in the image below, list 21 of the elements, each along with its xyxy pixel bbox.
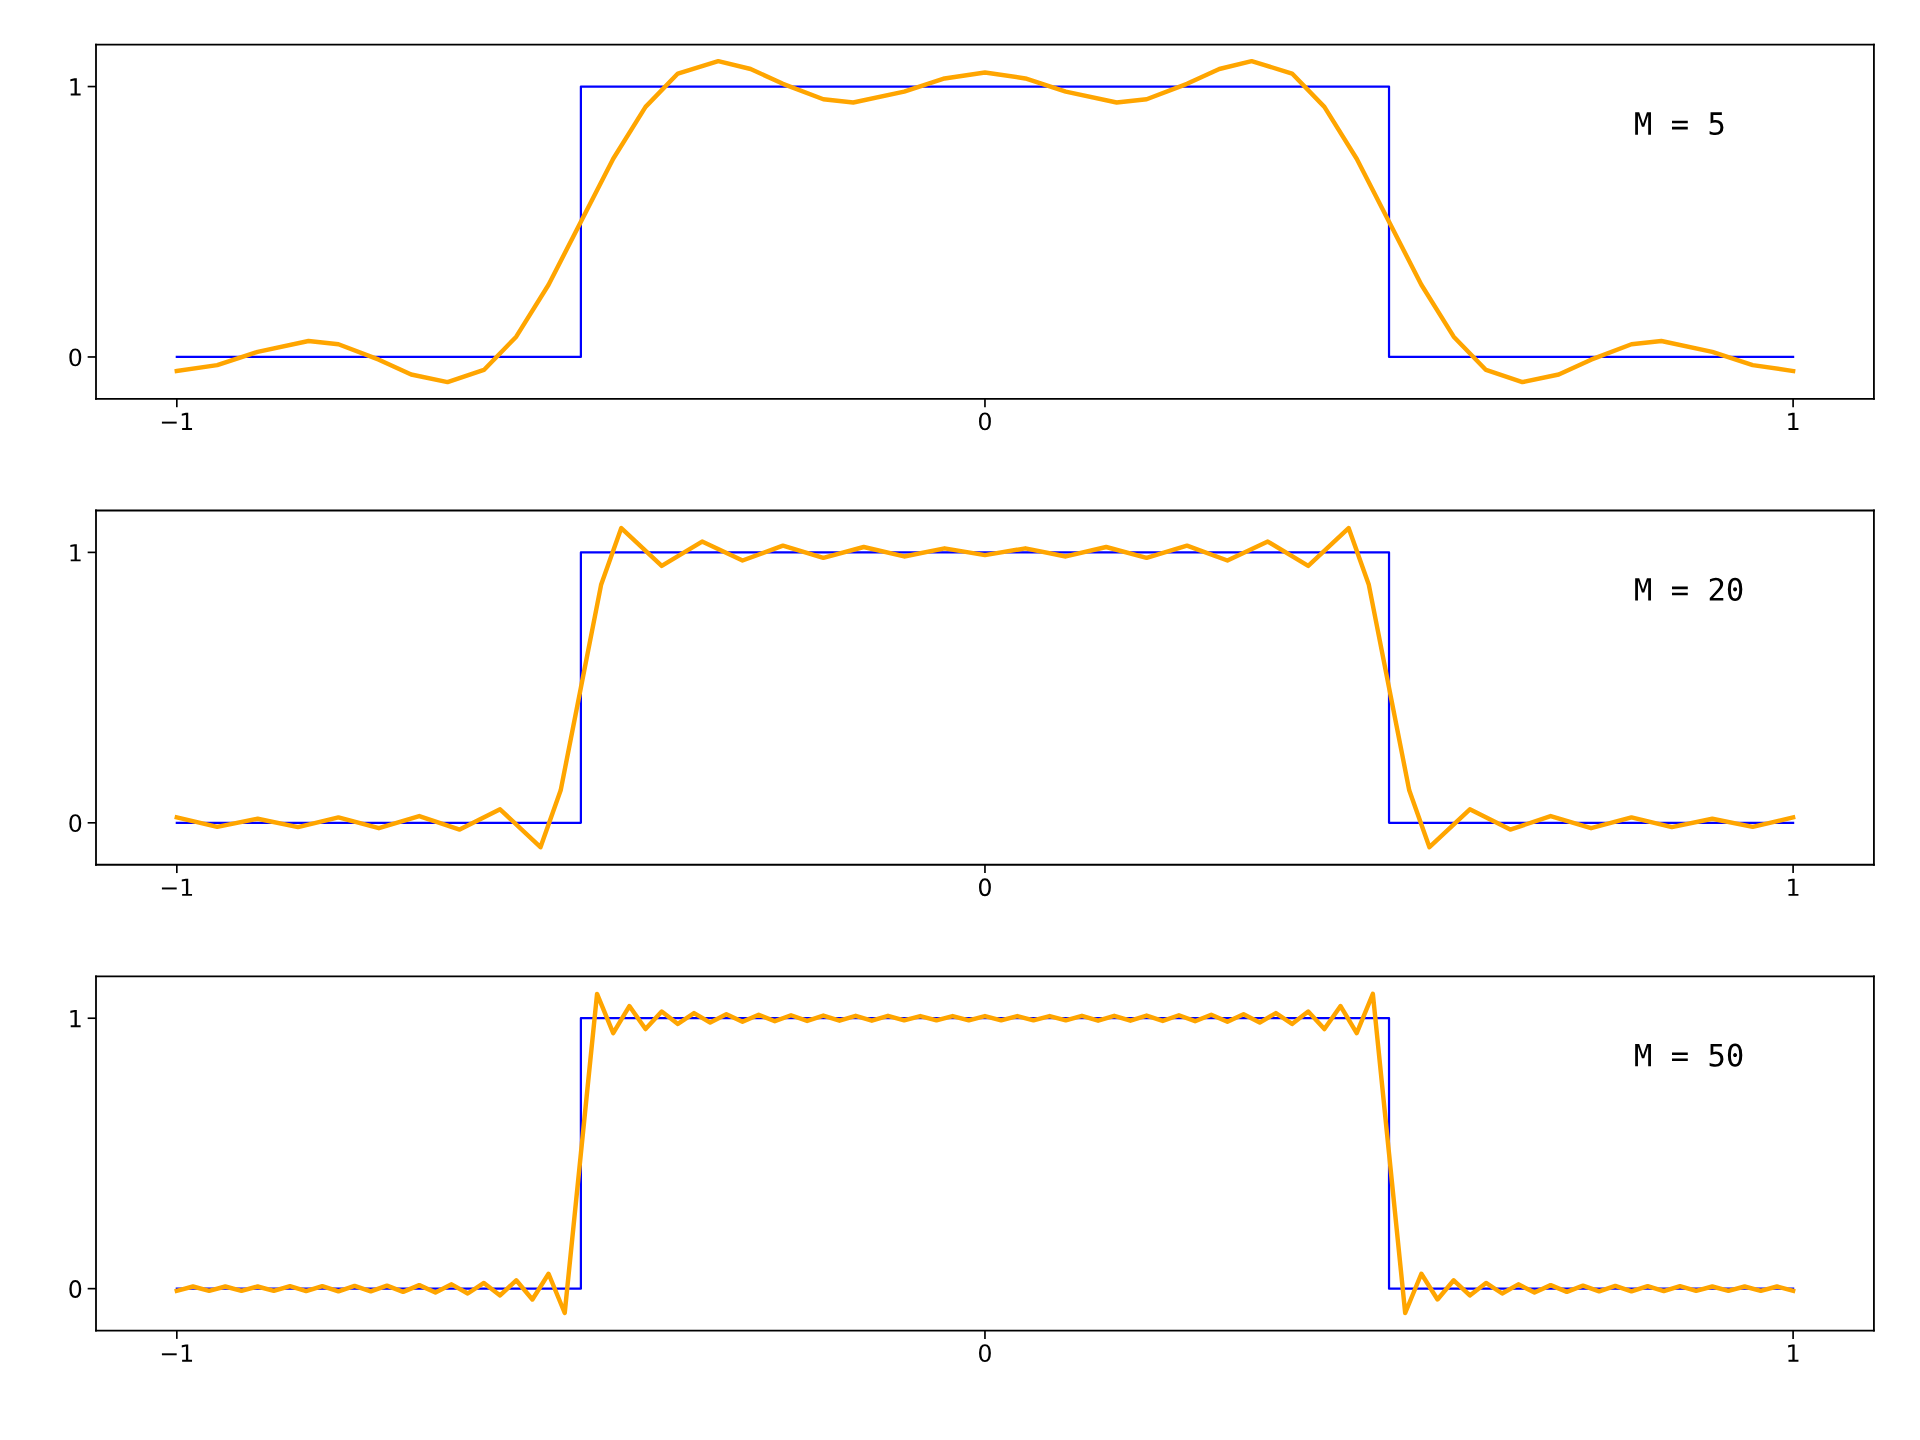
line-series — [174, 525, 1796, 850]
x-tick-label: 1 — [1788, 878, 1799, 896]
x-tick-label: −1 — [161, 878, 193, 896]
annotation: M = 50 — [1635, 1043, 1743, 1067]
line-series — [174, 991, 1796, 1316]
x-tick-label: 1 — [1788, 1344, 1799, 1362]
y-tick-label: 1 — [70, 78, 81, 96]
x-tick-label: −1 — [161, 1344, 193, 1362]
annotation: M = 5 — [1635, 112, 1724, 136]
x-tick-label: 0 — [979, 878, 991, 897]
y-tick-label: 0 — [69, 1280, 82, 1298]
y-tick-label: 0 — [69, 814, 82, 833]
line-series — [174, 58, 1796, 385]
x-tick-label: −1 — [161, 412, 193, 431]
x-tick-label: 1 — [1788, 412, 1799, 431]
y-tick-label: 0 — [69, 348, 82, 367]
x-tick-label: 0 — [979, 1344, 991, 1363]
annotation: M = 20 — [1635, 577, 1743, 601]
x-tick-label: 0 — [979, 412, 991, 431]
y-tick-label: 1 — [70, 544, 81, 562]
y-tick-label: 1 — [70, 1009, 81, 1028]
